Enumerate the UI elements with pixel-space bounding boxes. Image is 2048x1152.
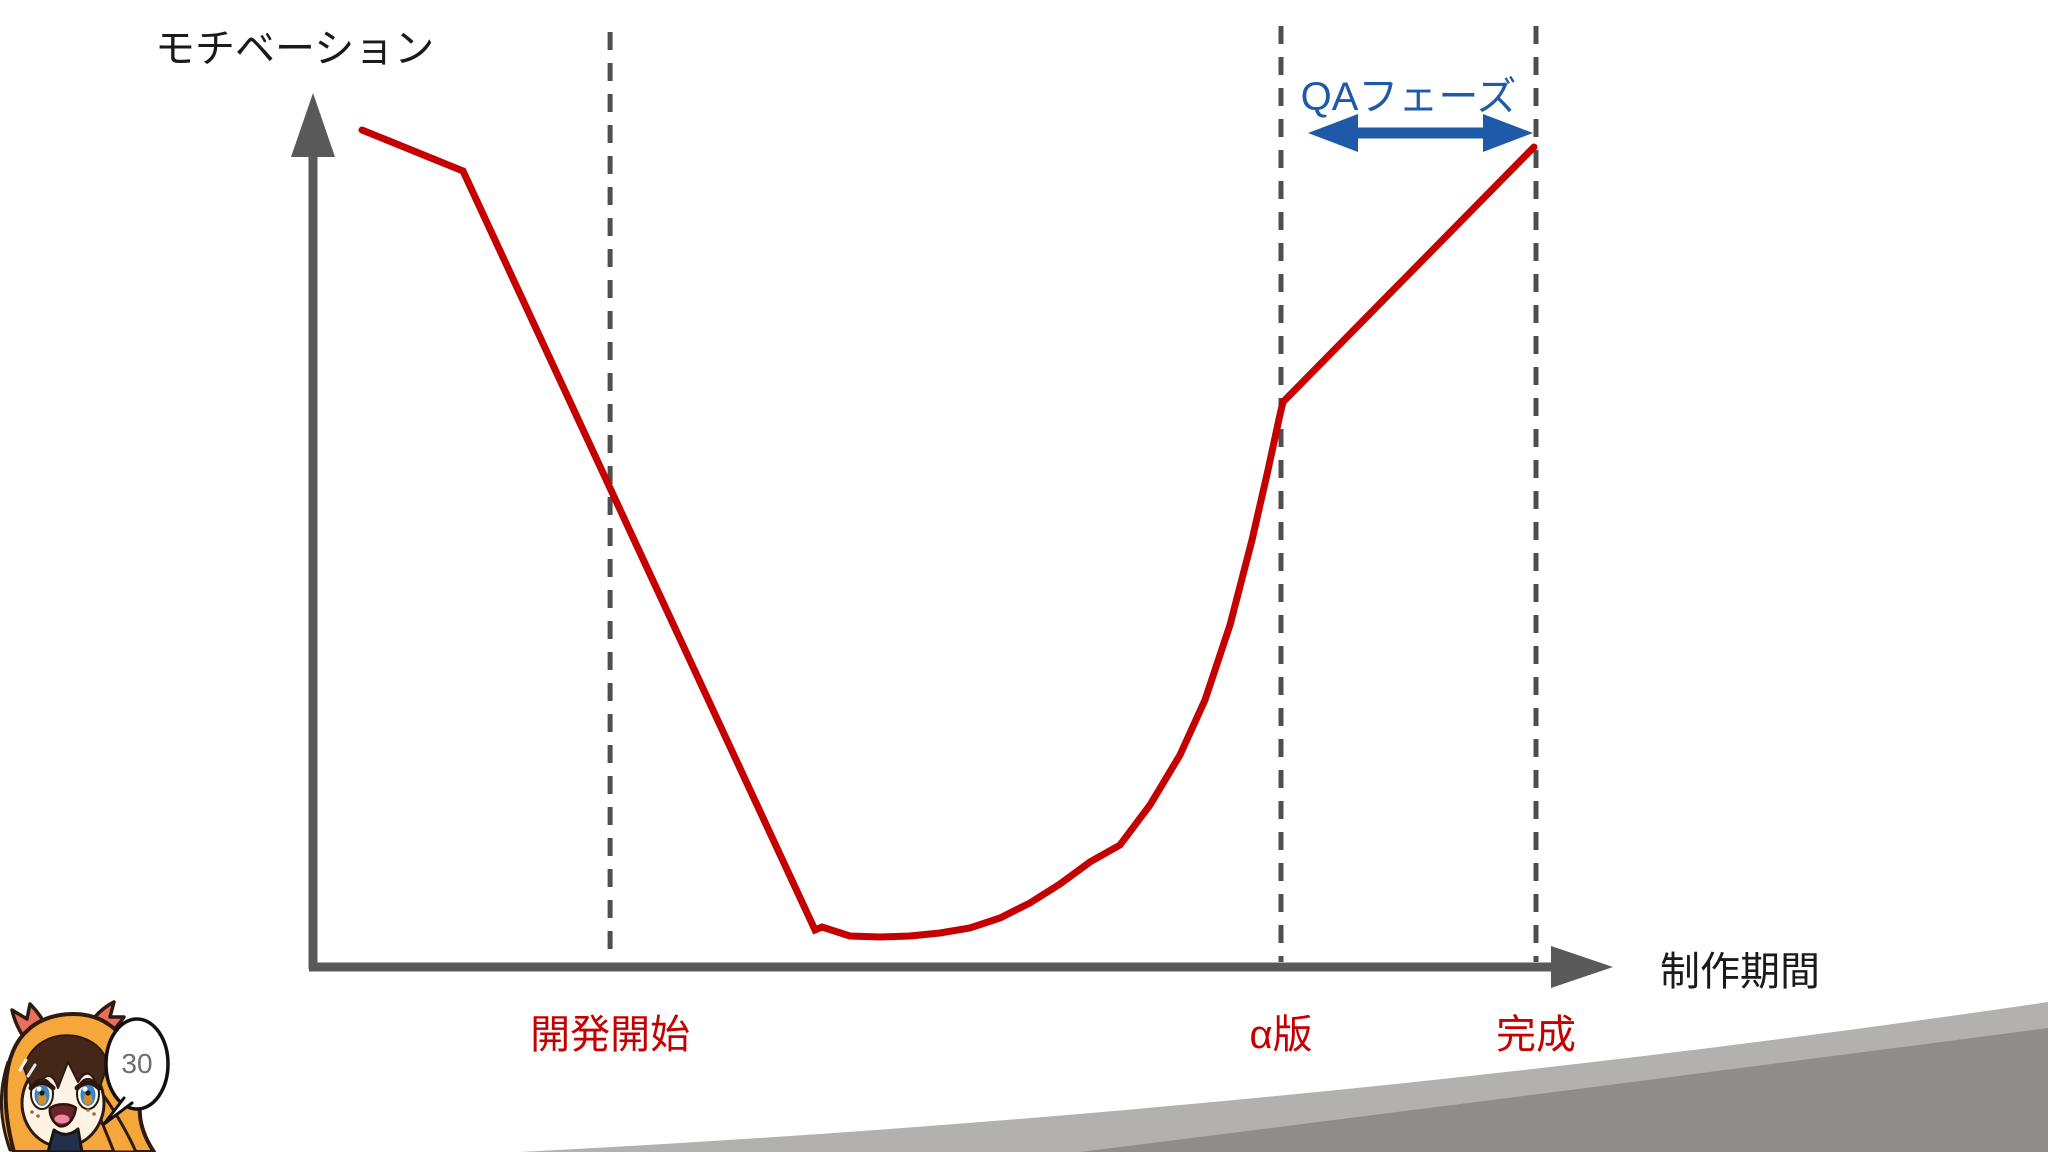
x-axis-arrowhead — [1551, 946, 1613, 988]
qa-phase-arrow — [1307, 114, 1533, 152]
x-axis — [309, 946, 1613, 988]
mascot-eye-right — [74, 1078, 102, 1110]
marker-label-development-start: 開発開始 — [530, 1013, 690, 1057]
y-axis — [291, 93, 335, 969]
mascot-tongue — [54, 1114, 70, 1124]
mascot-freckles — [30, 1108, 96, 1118]
qa-phase-label: QAフェーズ — [1301, 75, 1517, 119]
x-axis-label: 制作期間 — [1660, 950, 1820, 994]
speech-bubble — [104, 1017, 170, 1111]
page-number: 30 — [121, 1048, 152, 1079]
speech-bubble-tail — [102, 1096, 134, 1126]
mascot-collar — [46, 1127, 84, 1152]
marker-label-complete: 完成 — [1496, 1013, 1576, 1057]
mascot-hair-highlight — [18, 1058, 37, 1078]
y-axis-arrowhead — [291, 93, 335, 157]
y-axis-label: モチベーション — [155, 27, 434, 71]
page-number-bubble: 30 — [102, 1017, 170, 1126]
marker-label-alpha: α版 — [1249, 1013, 1312, 1057]
corner-wedge-dark — [1080, 1028, 2048, 1152]
mascot-character — [0, 1000, 156, 1152]
mascot-eye-left — [28, 1078, 56, 1110]
motivation-curve — [358, 126, 1538, 941]
